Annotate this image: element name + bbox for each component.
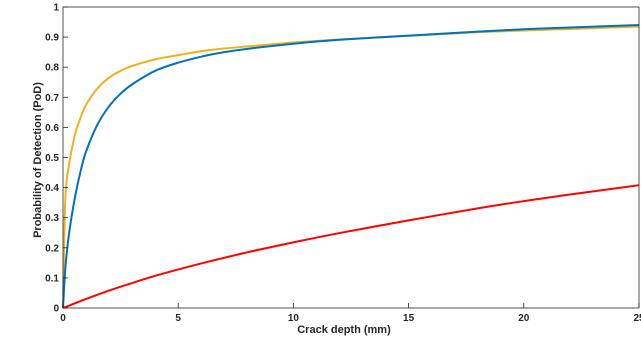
y-axis-label: Probability of Detection (PoD) <box>32 82 44 238</box>
x-tick-label: 15 <box>403 313 415 324</box>
y-tick-label: 0.9 <box>45 33 59 44</box>
x-axis: 0 5 10 15 20 25 <box>60 303 641 324</box>
y-tick-label: 0.5 <box>45 153 59 164</box>
x-tick-label: 5 <box>175 313 181 324</box>
x-axis-label: Crack depth (mm) <box>297 324 391 336</box>
y-tick-label: 0.8 <box>45 63 59 74</box>
y-tick-label: 0.3 <box>45 213 59 224</box>
y-tick-label: 1 <box>53 3 59 14</box>
x-tick-label: 20 <box>518 313 530 324</box>
y-tick-label: 0.6 <box>45 123 59 134</box>
x-tick-label: 25 <box>633 313 641 324</box>
y-tick-label: 0.1 <box>45 273 59 284</box>
x-tick-label: 10 <box>288 313 300 324</box>
series-line-2 <box>62 24 640 309</box>
y-tick-label: 0.7 <box>45 93 59 104</box>
y-tick-label: 0.4 <box>45 183 59 194</box>
y-tick-label: 0 <box>53 304 59 315</box>
x-tick-label: 0 <box>60 313 66 324</box>
series-layer <box>62 24 640 309</box>
y-axis: 0 0.1 0.2 0.3 0.4 0.5 0.6 0.7 0.8 0.9 1 <box>45 3 68 315</box>
y-tick-label: 0.2 <box>45 243 59 254</box>
plot-area <box>63 7 639 308</box>
series-line-3 <box>62 184 640 309</box>
